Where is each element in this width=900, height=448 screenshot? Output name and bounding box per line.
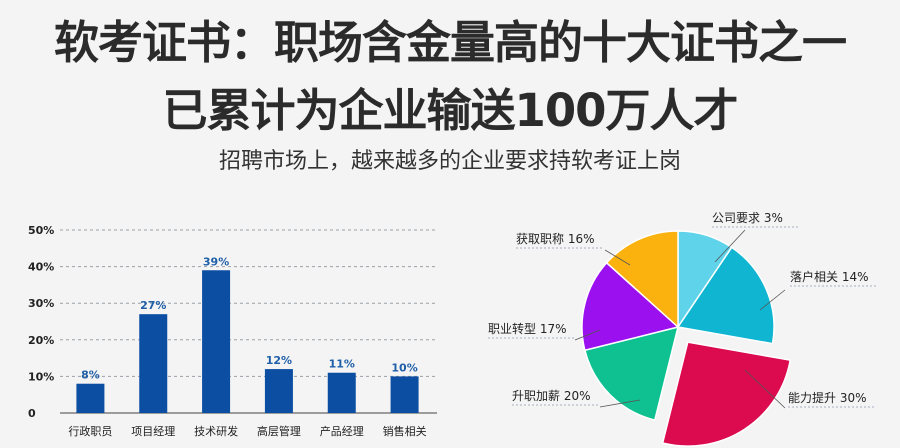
- x-category-label: 行政职员: [68, 424, 112, 438]
- y-tick-label: 10%: [28, 370, 54, 383]
- x-category-label: 产品经理: [320, 424, 364, 438]
- page-title-line-1: 软考证书：职场含金量高的十大证书之一: [53, 16, 847, 69]
- bar: [139, 314, 168, 413]
- pie-slice: [676, 246, 775, 345]
- page-subtitle: 招聘市场上，越来越多的企业要求持软考证上岗: [218, 149, 681, 174]
- y-tick-label: 30%: [28, 297, 54, 310]
- pie-slice-label: 能力提升 30%: [788, 390, 867, 405]
- bar-value-label: 8%: [81, 369, 100, 382]
- bar: [264, 369, 293, 413]
- pie-slice: [583, 325, 680, 422]
- leader-line: [599, 399, 641, 408]
- leader-line: [744, 369, 786, 409]
- x-category-label: 高层管理: [257, 424, 301, 438]
- bar-chart: 0 10% 20% 30% 40% 50% 8% 行政职员 27% 项目经理 39% 技术研发 12% 高…: [28, 224, 437, 438]
- bar: [327, 372, 356, 413]
- pie-slice: [605, 230, 679, 329]
- pie-slice-label: 升职加薪 20%: [512, 389, 591, 403]
- pie-slice: [581, 261, 680, 352]
- y-tick-label: 40%: [28, 261, 54, 274]
- bar-value-label: 12%: [266, 354, 292, 367]
- bar: [390, 376, 419, 413]
- pie-slice-label: 获取职称 16%: [516, 232, 595, 246]
- bar-value-label: 39%: [203, 255, 229, 268]
- x-category-label: 销售相关: [383, 424, 427, 438]
- leader-line: [714, 229, 746, 263]
- pie-slice-label: 落户相关 14%: [790, 269, 869, 284]
- leader-line: [574, 329, 601, 341]
- pie-slice-label: 公司要求 3%: [712, 211, 783, 225]
- page-title-line-2: 已累计为企业输送100万人才: [162, 84, 739, 137]
- bar-value-label: 27%: [140, 299, 166, 312]
- y-tick-label: 50%: [28, 224, 54, 237]
- pie-slice-label: 职业转型 17%: [488, 321, 567, 336]
- bar: [76, 383, 105, 413]
- bar-value-label: 11%: [329, 358, 355, 371]
- leader-line: [759, 289, 786, 311]
- bar: [202, 270, 231, 413]
- x-category-label: 项目经理: [131, 425, 175, 438]
- pie-slice: [677, 230, 733, 330]
- bar-value-label: 10%: [391, 361, 417, 374]
- leader-line: [604, 249, 631, 266]
- y-tick-label: 20%: [28, 334, 54, 347]
- pie-slice: [661, 341, 792, 447]
- y-tick-label: 0: [28, 407, 36, 420]
- x-category-label: 技术研发: [194, 424, 238, 438]
